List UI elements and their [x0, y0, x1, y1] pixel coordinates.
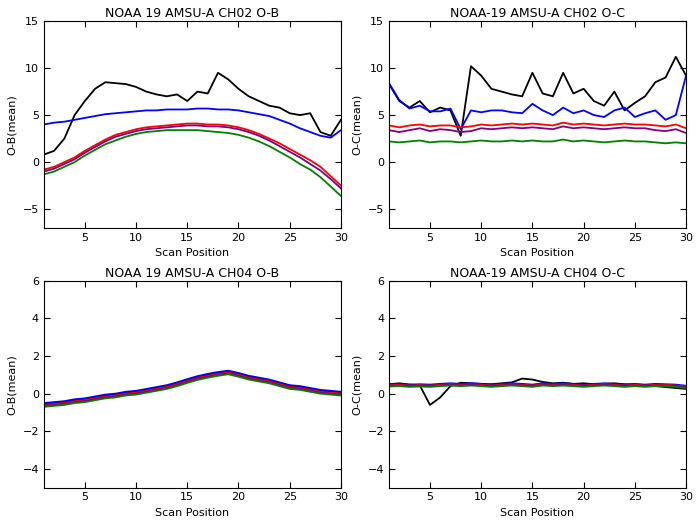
X-axis label: Scan Position: Scan Position — [500, 508, 575, 518]
Title: NOAA 19 AMSU-A CH02 O-B: NOAA 19 AMSU-A CH02 O-B — [105, 7, 279, 20]
Y-axis label: O-B(mean): O-B(mean) — [7, 354, 17, 415]
Y-axis label: O-C(mean): O-C(mean) — [352, 94, 362, 155]
X-axis label: Scan Position: Scan Position — [500, 248, 575, 258]
X-axis label: Scan Position: Scan Position — [155, 508, 230, 518]
X-axis label: Scan Position: Scan Position — [155, 248, 230, 258]
Title: NOAA-19 AMSU-A CH04 O-C: NOAA-19 AMSU-A CH04 O-C — [450, 267, 625, 280]
Title: NOAA 19 AMSU-A CH04 O-B: NOAA 19 AMSU-A CH04 O-B — [105, 267, 279, 280]
Y-axis label: O-C(mean): O-C(mean) — [352, 354, 362, 415]
Y-axis label: O-B(mean): O-B(mean) — [7, 94, 17, 155]
Title: NOAA-19 AMSU-A CH02 O-C: NOAA-19 AMSU-A CH02 O-C — [450, 7, 625, 20]
